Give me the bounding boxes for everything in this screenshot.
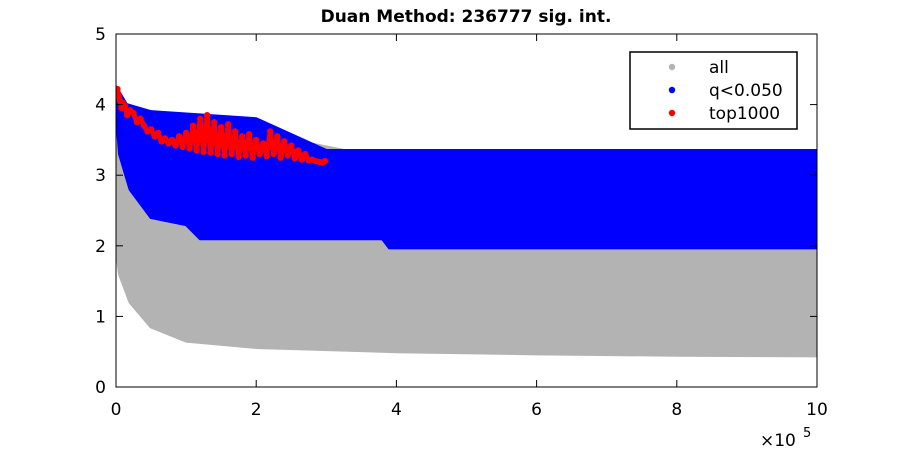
y-tick-label: 4 [95,96,106,116]
legend-box [629,51,798,130]
y-tick-label: 1 [95,307,106,327]
y-tick-label: 0 [95,378,106,398]
legend-marker-2 [668,109,676,117]
legend-label-1: q<0.050 [709,81,783,101]
x-tick-label: 8 [671,400,682,420]
legend: all q<0.050 top1000 [629,51,798,130]
ticks-layer: 0 2 4 6 8 10 0 1 2 3 4 5 [95,25,828,420]
x-tick-label: 2 [251,400,262,420]
x-exponent-power: 5 [803,426,811,441]
legend-marker-0 [668,63,676,71]
y-tick-label: 3 [95,166,106,186]
plot-frame [115,33,818,388]
x-tick-label: 0 [111,400,122,420]
legend-marker-1 [668,86,676,94]
series-layer [116,85,817,358]
legend-label-2: top1000 [709,104,780,124]
series-trace-top1000 [116,88,327,165]
chart-title: Duan Method: 236777 sig. int. [321,7,612,27]
x-tick-label: 10 [806,400,828,420]
y-tick-label: 2 [95,237,106,257]
legend-label-0: all [709,58,729,78]
x-tick-label: 6 [531,400,542,420]
x-tick-label: 4 [391,400,402,420]
y-tick-label: 5 [95,25,106,45]
x-exponent-label: ×10 [760,431,796,450]
series-band-1 [116,85,817,250]
x-exponent: ×10 5 [760,426,811,450]
